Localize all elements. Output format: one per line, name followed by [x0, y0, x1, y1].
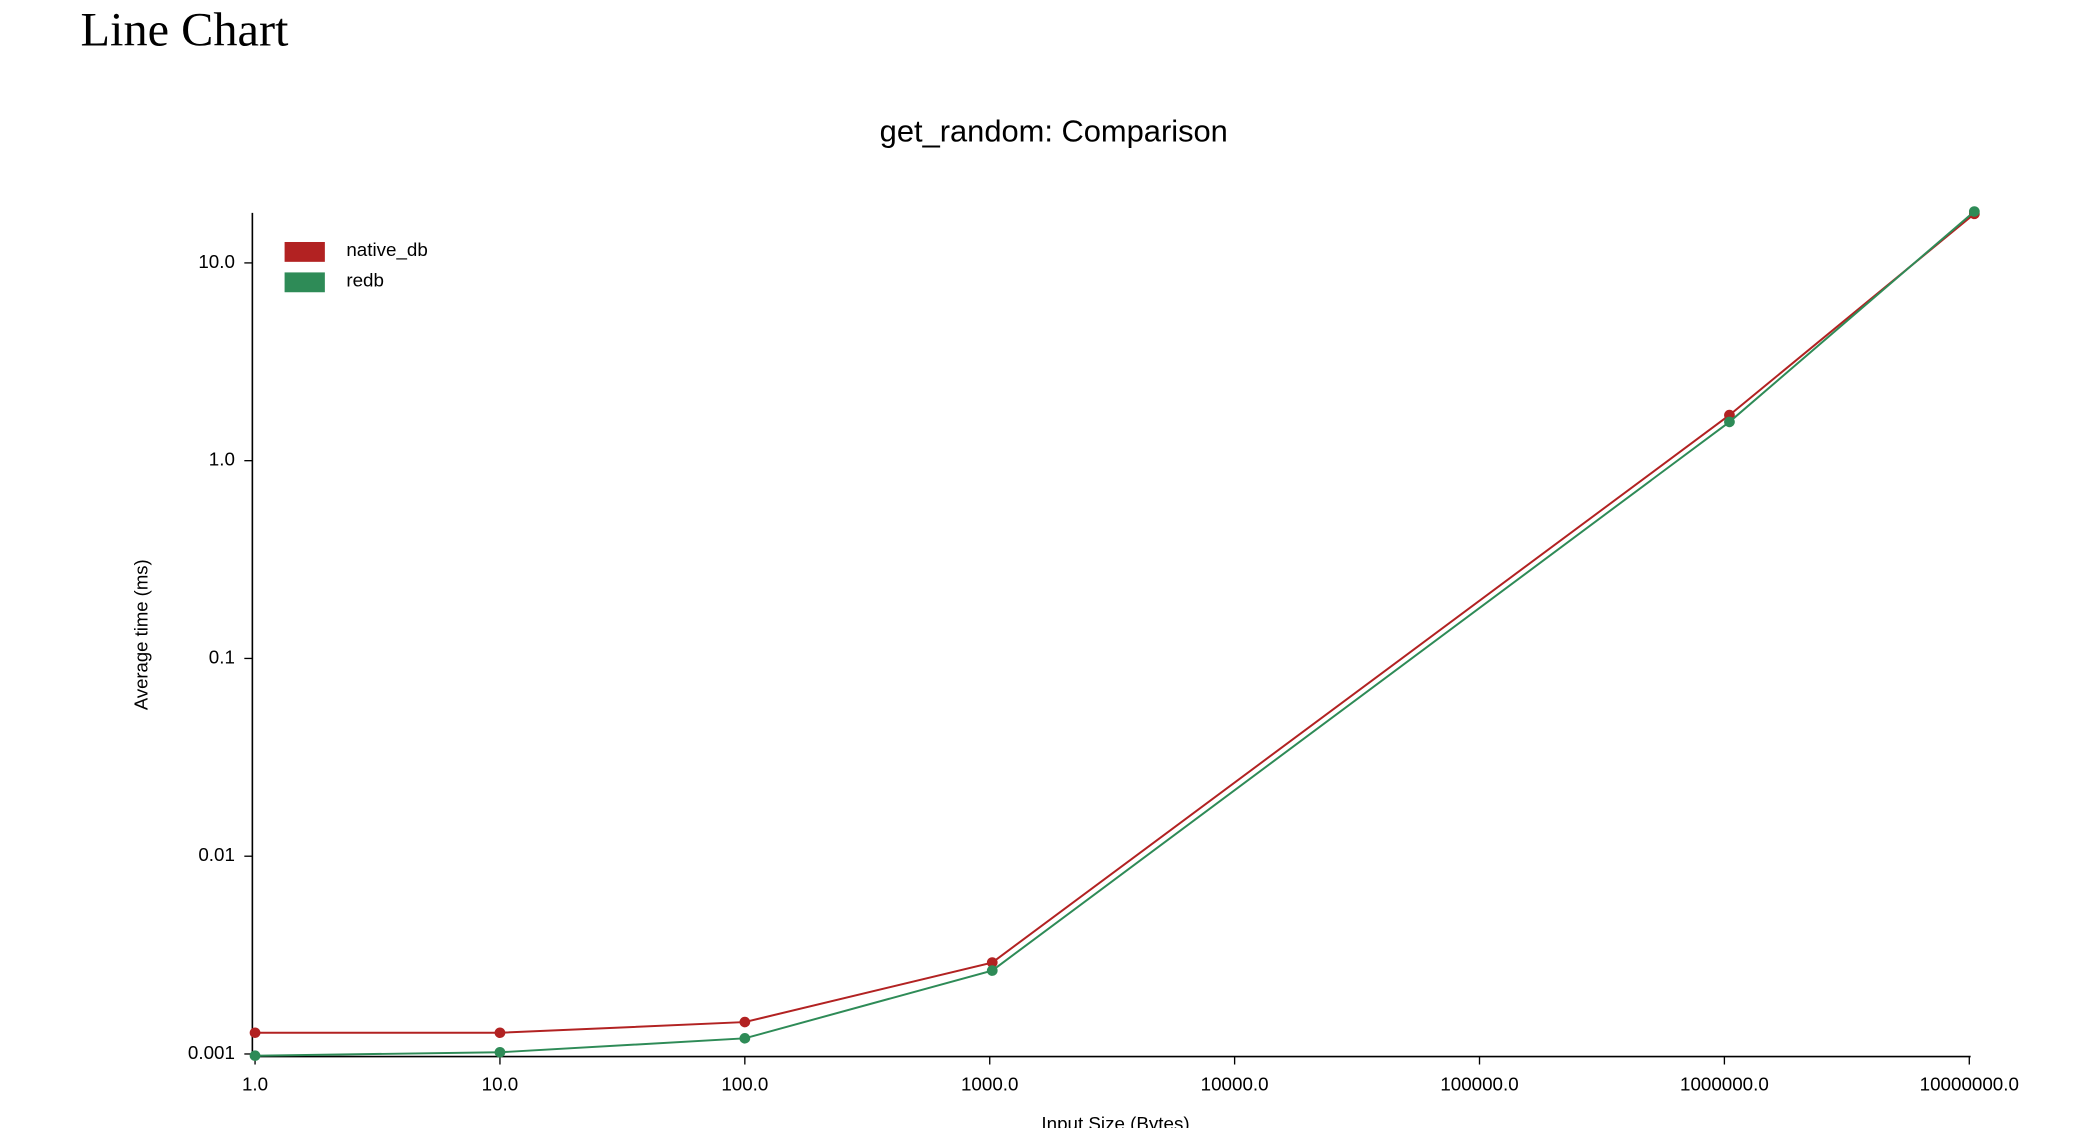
- data-point: [1724, 416, 1735, 428]
- x-tick-label: 1000.0: [961, 1074, 1018, 1095]
- x-tick-label: 1000000.0: [1680, 1074, 1769, 1095]
- y-tick-label: 0.1: [209, 646, 235, 667]
- chart-title: get_random: Comparison: [880, 115, 1228, 149]
- data-point: [494, 1027, 506, 1039]
- y-tick-label: 10.0: [198, 251, 235, 272]
- data-point: [739, 1016, 751, 1028]
- x-tick-label: 1.0: [242, 1074, 268, 1095]
- x-tick-label: 100.0: [721, 1074, 768, 1095]
- legend-swatch: [284, 241, 325, 262]
- data-point: [249, 1050, 261, 1061]
- page-title: Line Chart: [81, 4, 290, 57]
- series-line: [255, 213, 1975, 1034]
- y-tick-label: 0.001: [188, 1042, 235, 1063]
- data-point: [249, 1027, 261, 1039]
- data-point: [1968, 206, 1980, 217]
- data-point: [739, 1033, 751, 1044]
- legend-label: redb: [346, 270, 384, 291]
- y-tick-label: 0.01: [198, 844, 235, 865]
- x-tick-label: 10.0: [482, 1074, 519, 1095]
- data-point: [494, 1046, 506, 1058]
- y-axis-label: Average time (ms): [130, 559, 151, 710]
- legend-label: native_db: [346, 239, 427, 261]
- data-point: [986, 957, 998, 968]
- data-point: [986, 965, 998, 976]
- x-axis-label: Input Size (Bytes): [1041, 1113, 1189, 1128]
- series-line: [255, 210, 1976, 1057]
- x-tick-label: 100000.0: [1440, 1074, 1518, 1095]
- legend-swatch: [284, 272, 325, 293]
- y-tick-label: 1.0: [209, 449, 235, 470]
- x-tick-label: 10000.0: [1201, 1074, 1269, 1095]
- x-tick-label: 10000000.0: [1920, 1074, 2019, 1095]
